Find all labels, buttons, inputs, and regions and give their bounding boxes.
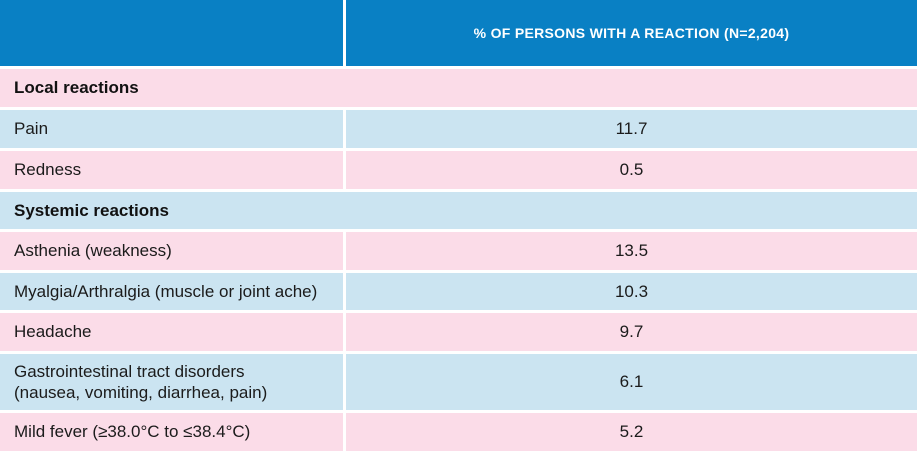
table-header-row: % OF PERSONS WITH A REACTION (N=2,204) xyxy=(0,0,917,66)
table-row-gastrointestinal: Gastrointestinal tract disorders (nausea… xyxy=(0,354,917,410)
row-value: 0.5 xyxy=(619,160,644,180)
row-value: 11.7 xyxy=(615,119,648,139)
row-value: 6.1 xyxy=(619,372,644,392)
section-row-local-reactions: Local reactions xyxy=(0,69,917,107)
row-value: 10.3 xyxy=(614,281,649,301)
row-label: Myalgia/Arthralgia (muscle or joint ache… xyxy=(14,281,318,301)
row-value-cell: 13.5 xyxy=(346,232,917,270)
section-label: Systemic reactions xyxy=(14,200,169,220)
section-label: Local reactions xyxy=(14,78,139,97)
row-value-cell: 9.7 xyxy=(346,313,917,351)
section-cell: Local reactions xyxy=(0,69,917,107)
row-label-cell: Myalgia/Arthralgia (muscle or joint ache… xyxy=(0,273,343,310)
row-label: Pain xyxy=(14,119,49,139)
table-row-asthenia: Asthenia (weakness) 13.5 xyxy=(0,232,917,270)
row-value-cell: 5.2 xyxy=(346,413,917,451)
header-cell-blank xyxy=(0,0,343,66)
section-cell: Systemic reactions xyxy=(0,192,917,229)
table-row-mild-fever: Mild fever (≥38.0°C to ≤38.4°C) 5.2 xyxy=(0,413,917,451)
row-value: 5.2 xyxy=(619,422,644,442)
row-value-cell: 10.3 xyxy=(346,273,917,310)
table-row-pain: Pain 11.7 xyxy=(0,110,917,148)
row-label: Headache xyxy=(14,322,92,342)
table-row-myalgia-arthralgia: Myalgia/Arthralgia (muscle or joint ache… xyxy=(0,273,917,310)
row-value: 9.7 xyxy=(619,322,644,342)
row-label-cell: Headache xyxy=(0,313,343,351)
header-percent-reaction-label: % OF PERSONS WITH A REACTION (N=2,204) xyxy=(473,25,790,41)
row-label: Asthenia (weakness) xyxy=(14,241,172,261)
table-row-redness: Redness 0.5 xyxy=(0,151,917,189)
row-label-cell: Asthenia (weakness) xyxy=(0,232,343,270)
row-value: 13.5 xyxy=(614,241,649,261)
row-label: Mild fever (≥38.0°C to ≤38.4°C) xyxy=(14,422,251,442)
row-value-cell: 0.5 xyxy=(346,151,917,189)
row-value-cell: 6.1 xyxy=(346,354,917,410)
row-value-cell: 11.7 xyxy=(346,110,917,148)
section-row-systemic-reactions: Systemic reactions xyxy=(0,192,917,229)
header-cell-percent-reaction: % OF PERSONS WITH A REACTION (N=2,204) xyxy=(346,0,917,66)
row-label: Gastrointestinal tract disorders (nausea… xyxy=(14,361,268,402)
row-label: Redness xyxy=(14,160,82,180)
row-label-cell: Redness xyxy=(0,151,343,189)
row-label-cell: Mild fever (≥38.0°C to ≤38.4°C) xyxy=(0,413,343,451)
row-label-cell: Gastrointestinal tract disorders (nausea… xyxy=(0,354,343,410)
table-row-headache: Headache 9.7 xyxy=(0,313,917,351)
row-label-cell: Pain xyxy=(0,110,343,148)
